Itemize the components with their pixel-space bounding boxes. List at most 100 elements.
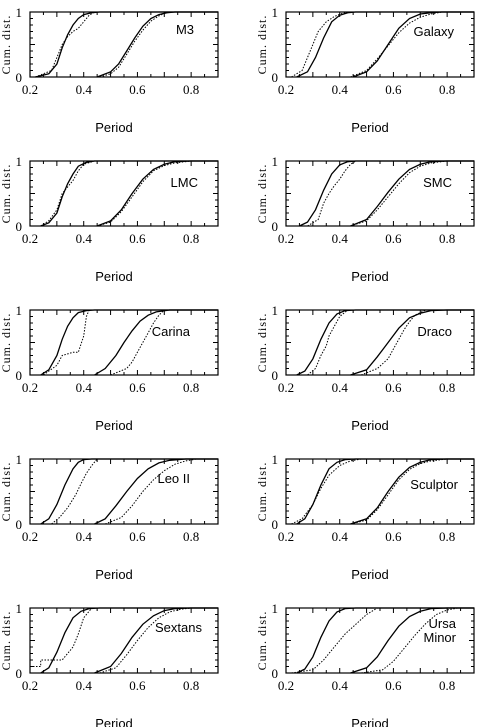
x-axis-label: Period <box>95 418 133 433</box>
plot-frame <box>285 160 475 227</box>
x-tick-label: 0.6 <box>385 678 402 693</box>
y-tick-label: 1 <box>272 452 279 467</box>
y-axis-label: Cum. dist. <box>255 313 269 373</box>
panel-title: Carina <box>152 324 191 339</box>
x-tick-label: 0.2 <box>22 529 38 544</box>
series-line-1-solid <box>296 309 474 376</box>
x-tick-label: 0.6 <box>129 529 146 544</box>
x-axis-label: Period <box>95 269 133 284</box>
panel-sextans: 0.2 0.4 0.6 0.8 0 1 Period Cum. dist. Sextans <box>0 601 219 727</box>
x-tick-label: 0.4 <box>76 82 93 97</box>
series-line-3-solid <box>350 458 474 525</box>
x-tick-label: 0.4 <box>76 380 93 395</box>
y-tick-label: 1 <box>272 5 279 20</box>
y-tick-label: 0 <box>16 219 23 234</box>
x-tick-label: 0.8 <box>439 529 455 544</box>
series-line-4-dotted <box>96 160 218 227</box>
series-line-3-solid <box>352 11 474 78</box>
series-line-2-dotted <box>307 160 474 227</box>
x-tick-label: 0.6 <box>129 231 146 246</box>
x-tick-label: 0.8 <box>183 82 199 97</box>
plot-frame <box>285 309 475 376</box>
y-tick-label: 0 <box>16 70 23 85</box>
series-line-3-solid <box>94 309 218 376</box>
series-line-1-solid <box>296 607 474 674</box>
series-line-4-dotted <box>110 309 218 376</box>
series-line-3-solid <box>96 11 218 78</box>
y-tick-label: 1 <box>272 154 279 169</box>
series-line-4-dotted <box>361 309 474 376</box>
panel-lmc: 0.2 0.4 0.6 0.8 0 1 Period Cum. dist. LMC <box>0 154 219 284</box>
x-tick-label: 0.6 <box>129 678 146 693</box>
x-tick-label: 0.4 <box>76 231 93 246</box>
x-tick-label: 0.8 <box>439 380 455 395</box>
x-tick-label: 0.8 <box>439 678 455 693</box>
plot-frame <box>29 160 219 227</box>
x-tick-label: 0.6 <box>385 380 402 395</box>
panel-title: LMC <box>171 175 198 190</box>
x-axis-label: Period <box>95 567 133 582</box>
y-axis-label: Cum. dist. <box>0 164 13 224</box>
series-line-4-dotted <box>99 11 218 78</box>
x-axis-label: Period <box>351 716 389 727</box>
y-tick-label: 0 <box>16 666 23 681</box>
series-line-2-dotted <box>291 607 474 674</box>
y-axis-label: Cum. dist. <box>255 15 269 75</box>
series-line-2-dotted <box>307 309 474 376</box>
series-line-3-solid <box>350 309 474 376</box>
series-line-3-solid <box>350 160 474 227</box>
x-tick-label: 0.4 <box>76 678 93 693</box>
x-tick-label: 0.4 <box>332 231 349 246</box>
panel-title: Sextans <box>155 620 202 635</box>
series-line-2-dotted <box>30 607 218 667</box>
x-tick-label: 0.8 <box>183 678 199 693</box>
series-line-2-dotted <box>40 160 218 227</box>
panel-carina: 0.2 0.4 0.6 0.8 0 1 Period Cum. dist. Carina <box>0 303 219 433</box>
x-tick-label: 0.2 <box>278 380 294 395</box>
x-tick-label: 0.4 <box>332 529 349 544</box>
y-axis-label: Cum. dist. <box>255 462 269 522</box>
series-line-2-dotted <box>43 309 218 376</box>
plot-frame <box>285 11 475 78</box>
y-tick-label: 0 <box>16 368 23 383</box>
x-axis-label: Period <box>351 567 389 582</box>
panel-title: Ursa <box>429 616 457 631</box>
panel-title: Galaxy <box>414 24 455 39</box>
x-tick-label: 0.2 <box>278 678 294 693</box>
x-tick-label: 0.2 <box>278 529 294 544</box>
y-axis-label: Cum. dist. <box>255 611 269 671</box>
panel-m3: 0.2 0.4 0.6 0.8 0 1 Period Cum. dist. M3 <box>0 5 219 135</box>
plot-frame <box>29 607 219 674</box>
x-tick-label: 0.4 <box>76 529 93 544</box>
y-tick-label: 0 <box>272 666 279 681</box>
y-tick-label: 1 <box>16 452 23 467</box>
series-line-1-solid <box>40 607 218 674</box>
y-tick-label: 1 <box>272 601 279 616</box>
panel-title: Minor <box>423 630 456 645</box>
panel-leo-ii: 0.2 0.4 0.6 0.8 0 1 Period Cum. dist. Leo II <box>0 452 219 582</box>
x-tick-label: 0.8 <box>439 82 455 97</box>
y-axis-label: Cum. dist. <box>0 462 13 522</box>
series-line-1-solid <box>40 160 218 227</box>
series-line-4-dotted <box>350 458 474 525</box>
series-line-1-solid <box>40 458 218 525</box>
y-tick-label: 1 <box>16 601 23 616</box>
x-axis-label: Period <box>351 418 389 433</box>
series-line-4-dotted <box>99 607 218 674</box>
panel-title: SMC <box>423 175 452 190</box>
y-axis-label: Cum. dist. <box>0 313 13 373</box>
y-tick-label: 0 <box>272 517 279 532</box>
series-line-3-solid <box>350 607 474 674</box>
x-tick-label: 0.2 <box>22 82 38 97</box>
x-tick-label: 0.2 <box>278 82 294 97</box>
panel-galaxy: 0.2 0.4 0.6 0.8 0 1 Period Cum. dist. Galaxy <box>255 5 475 135</box>
x-axis-label: Period <box>95 120 133 135</box>
series-line-3-solid <box>94 607 218 674</box>
y-tick-label: 0 <box>272 368 279 383</box>
panel-sculptor: 0.2 0.4 0.6 0.8 0 1 Period Cum. dist. Sculptor <box>255 452 475 582</box>
x-tick-label: 0.6 <box>385 82 402 97</box>
x-tick-label: 0.2 <box>278 231 294 246</box>
x-tick-label: 0.4 <box>332 678 349 693</box>
y-tick-label: 0 <box>16 517 23 532</box>
